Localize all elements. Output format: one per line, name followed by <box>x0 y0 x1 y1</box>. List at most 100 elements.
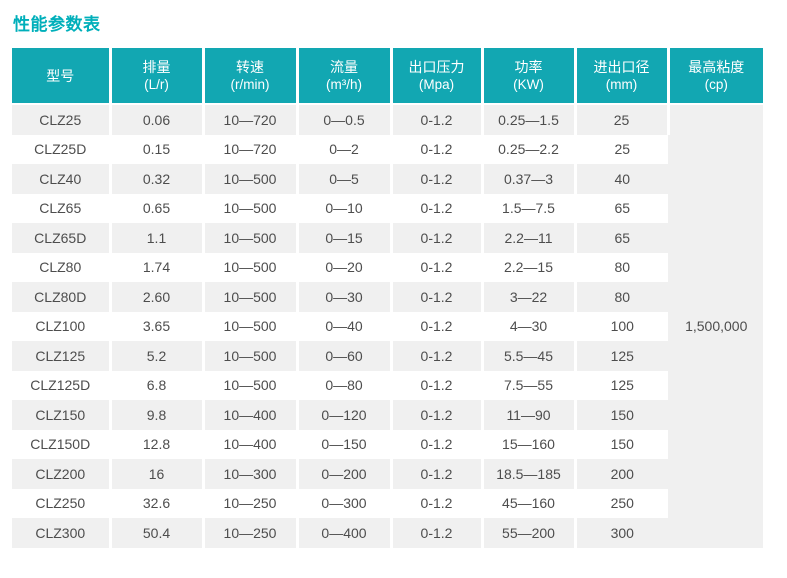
cell-power: 1.5—7.5 <box>482 193 577 223</box>
cell-speed: 10—500 <box>203 370 299 400</box>
column-header-speed: 转速 (r/min) <box>203 48 299 105</box>
column-header-unit: (r/min) <box>230 76 270 92</box>
cell-power: 7.5—55 <box>482 370 577 400</box>
cell-model: CLZ40 <box>12 164 112 194</box>
cell-displacement: 1.74 <box>110 252 205 282</box>
cell-flow: 0—2 <box>297 134 393 164</box>
table-row-CLZ200: CLZ200 16 10—300 0—200 0-1.2 18.5—185 200 <box>12 459 763 489</box>
cell-port-diameter: 40 <box>575 164 668 194</box>
cell-flow: 0—5 <box>297 164 393 194</box>
cell-port-diameter: 150 <box>575 400 668 430</box>
cell-outlet-pressure: 0-1.2 <box>391 134 484 164</box>
cell-port-diameter: 25 <box>575 134 668 164</box>
column-header-label: 排量 <box>142 58 171 75</box>
cell-model: CLZ65 <box>12 193 112 223</box>
cell-outlet-pressure: 0-1.2 <box>391 518 484 548</box>
cell-model: CLZ150D <box>12 429 112 459</box>
table-row-CLZ25D: CLZ25D 0.15 10—720 0—2 0-1.2 0.25—2.2 25 <box>12 134 763 164</box>
cell-max-viscosity-merged: 1,500,000 <box>668 104 763 548</box>
column-header-power: 功率 (KW) <box>482 48 577 105</box>
cell-port-diameter: 150 <box>575 429 668 459</box>
column-header-unit: (cp) <box>704 76 728 92</box>
cell-power: 55—200 <box>482 518 577 548</box>
column-header-label: 最高粘度 <box>688 58 745 75</box>
cell-power: 0.25—2.2 <box>482 134 577 164</box>
cell-port-diameter: 300 <box>575 518 668 548</box>
table-row-CLZ125D: CLZ125D 6.8 10—500 0—80 0-1.2 7.5—55 125 <box>12 370 763 400</box>
cell-flow: 0—60 <box>297 341 393 371</box>
cell-port-diameter: 65 <box>575 193 668 223</box>
cell-power: 2.2—11 <box>482 223 577 253</box>
cell-outlet-pressure: 0-1.2 <box>391 282 484 312</box>
column-header-label: 转速 <box>236 58 264 75</box>
column-header-label: 出口压力 <box>408 58 465 75</box>
cell-model: CLZ125D <box>12 370 112 400</box>
cell-speed: 10—500 <box>203 311 299 341</box>
cell-outlet-pressure: 0-1.2 <box>391 459 484 489</box>
table-row-CLZ80D: CLZ80D 2.60 10—500 0—30 0-1.2 3—22 80 <box>12 282 763 312</box>
cell-outlet-pressure: 0-1.2 <box>391 341 484 371</box>
column-header-model: 型号 <box>12 48 112 105</box>
table-row-CLZ300: CLZ300 50.4 10—250 0—400 0-1.2 55—200 300 <box>12 518 763 548</box>
column-header-unit: (m³/h) <box>326 76 362 92</box>
cell-displacement: 0.15 <box>110 134 205 164</box>
cell-flow: 0—200 <box>297 459 393 489</box>
column-header-label: 型号 <box>46 67 75 84</box>
cell-model: CLZ25 <box>12 104 112 135</box>
cell-displacement: 50.4 <box>110 518 205 548</box>
cell-displacement: 0.65 <box>110 193 205 223</box>
cell-port-diameter: 200 <box>575 459 668 489</box>
cell-speed: 10—500 <box>203 164 299 194</box>
cell-power: 2.2—15 <box>482 252 577 282</box>
cell-flow: 0—20 <box>297 252 393 282</box>
cell-speed: 10—500 <box>203 282 299 312</box>
cell-outlet-pressure: 0-1.2 <box>391 164 484 194</box>
cell-port-diameter: 65 <box>575 223 668 253</box>
page-title: 性能参数表 <box>13 15 101 34</box>
cell-flow: 0—300 <box>297 488 393 518</box>
cell-model: CLZ150 <box>12 400 112 430</box>
cell-speed: 10—500 <box>203 341 299 371</box>
column-header-label: 进出口径 <box>593 58 650 75</box>
cell-port-diameter: 250 <box>575 488 668 518</box>
cell-port-diameter: 125 <box>575 341 668 371</box>
cell-power: 3—22 <box>482 282 577 312</box>
cell-displacement: 2.60 <box>110 282 205 312</box>
cell-model: CLZ200 <box>12 459 112 489</box>
cell-displacement: 1.1 <box>110 223 205 253</box>
column-header-unit: (Mpa) <box>418 76 455 92</box>
table-row-CLZ100: CLZ100 3.65 10—500 0—40 0-1.2 4—30 100 <box>12 311 763 341</box>
table-row-CLZ80: CLZ80 1.74 10—500 0—20 0-1.2 2.2—15 80 <box>12 252 763 282</box>
cell-speed: 10—720 <box>203 134 299 164</box>
column-header-unit: (mm) <box>605 76 638 92</box>
cell-power: 15—160 <box>482 429 577 459</box>
cell-model: CLZ100 <box>12 311 112 341</box>
cell-flow: 0—0.5 <box>297 104 393 135</box>
performance-spec-table: 型号 排量 (L/r) 转速 (r/min) 流量 (m³/h) 出口压力 (Mpa) 功率 (KW… <box>12 48 763 548</box>
table-row-CLZ125: CLZ125 5.2 10—500 0—60 0-1.2 5.5—45 125 <box>12 341 763 371</box>
column-header-displacement: 排量 (L/r) <box>110 48 205 105</box>
table-row-CLZ150D: CLZ150D 12.8 10—400 0—150 0-1.2 15—160 150 <box>12 429 763 459</box>
cell-model: CLZ65D <box>12 223 112 253</box>
cell-power: 4—30 <box>482 311 577 341</box>
cell-speed: 10—500 <box>203 252 299 282</box>
cell-model: CLZ80D <box>12 282 112 312</box>
cell-speed: 10—250 <box>203 518 299 548</box>
cell-outlet-pressure: 0-1.2 <box>391 429 484 459</box>
cell-outlet-pressure: 0-1.2 <box>391 311 484 341</box>
cell-displacement: 32.6 <box>110 488 205 518</box>
cell-displacement: 0.06 <box>110 104 205 135</box>
table-row-CLZ65D: CLZ65D 1.1 10—500 0—15 0-1.2 2.2—11 65 <box>12 223 763 253</box>
cell-model: CLZ125 <box>12 341 112 371</box>
cell-model: CLZ300 <box>12 518 112 548</box>
column-header-unit: (KW) <box>513 76 544 92</box>
cell-displacement: 9.8 <box>110 400 205 430</box>
cell-port-diameter: 80 <box>575 252 668 282</box>
cell-model: CLZ250 <box>12 488 112 518</box>
cell-model: CLZ25D <box>12 134 112 164</box>
cell-speed: 10—400 <box>203 400 299 430</box>
cell-speed: 10—720 <box>203 104 299 135</box>
cell-speed: 10—400 <box>203 429 299 459</box>
column-header-flow: 流量 (m³/h) <box>297 48 393 105</box>
